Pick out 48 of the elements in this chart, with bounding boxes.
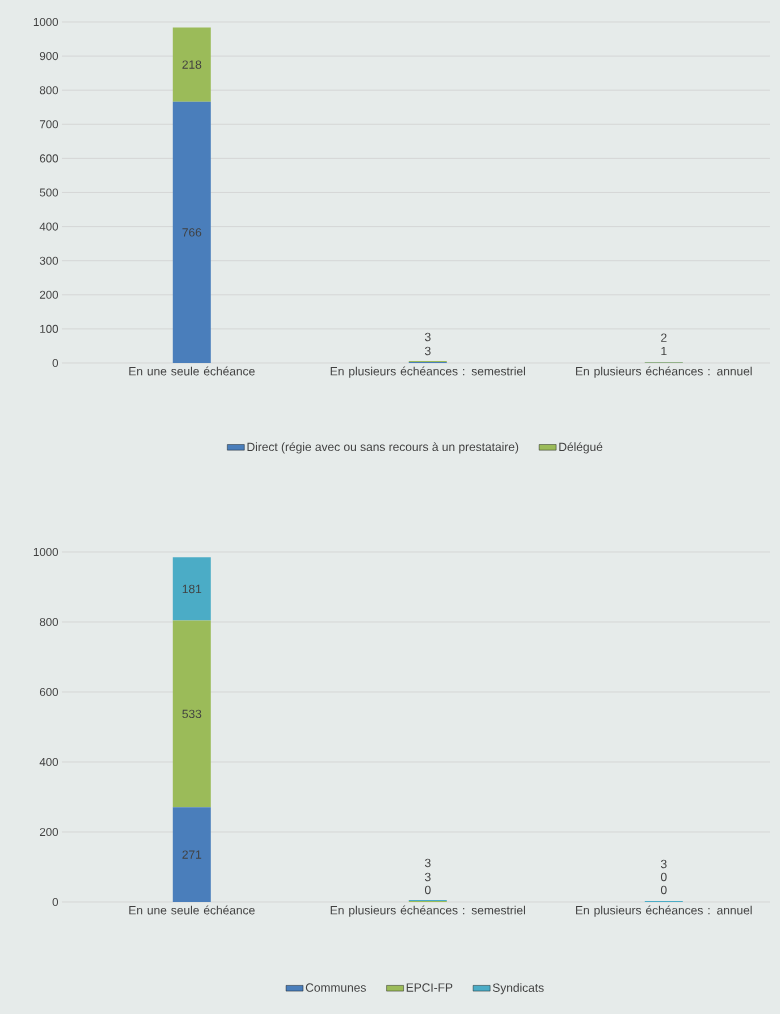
bar (172, 27, 211, 102)
legend-label: Communes (305, 983, 366, 992)
data-label: 218 (182, 60, 202, 69)
bar (172, 557, 211, 621)
data-label: 0 (424, 885, 431, 895)
x-tick-label: En plusieurs échéances : semestriel (330, 905, 525, 917)
data-label: 0 (660, 885, 667, 895)
data-label: 1 (661, 346, 667, 356)
data-label: 766 (182, 228, 202, 237)
legend-label: EPCI-FP (406, 983, 453, 992)
bar (172, 807, 211, 902)
data-label: 2 (661, 333, 667, 342)
x-tick-label: En plusieurs échéances : semestriel (330, 366, 525, 378)
data-label: 533 (182, 709, 202, 719)
y-tick-label: 400 (39, 222, 59, 231)
y-tick-label: 200 (39, 290, 59, 299)
data-label: 3 (660, 859, 667, 869)
y-tick-label: 900 (39, 52, 59, 61)
data-label: 3 (424, 872, 431, 882)
legend-label: Direct (régie avec ou sans recours à un prestataire) (247, 442, 519, 454)
data-label: 181 (182, 584, 202, 594)
data-label: 3 (424, 858, 431, 868)
x-tick-label: En une seule échéance (129, 366, 255, 376)
x-tick-label: En une seule échéance (129, 905, 255, 915)
y-tick-label: 1000 (33, 17, 59, 27)
y-tick-label: 800 (39, 617, 59, 627)
y-tick-label: 0 (52, 358, 59, 368)
y-tick-label: 800 (39, 86, 59, 95)
y-tick-label: 400 (39, 757, 59, 767)
data-label: 271 (182, 850, 202, 859)
y-tick-label: 300 (39, 256, 59, 265)
y-tick-label: 1000 (33, 547, 59, 557)
y-tick-label: 700 (39, 120, 59, 129)
bar (172, 620, 211, 808)
data-label: 3 (424, 332, 431, 342)
y-tick-label: 500 (39, 188, 59, 197)
legend-label: Syndicats (492, 983, 544, 995)
data-label: 0 (660, 872, 667, 882)
y-tick-label: 0 (52, 897, 59, 907)
y-tick-label: 600 (39, 154, 59, 163)
x-tick-label: En plusieurs échéances : annuel (576, 366, 752, 378)
y-tick-label: 200 (39, 827, 59, 837)
y-tick-label: 600 (39, 687, 59, 697)
legend-label: Délégué (559, 442, 603, 454)
x-tick-label: En plusieurs échéances : annuel (576, 905, 752, 917)
data-label: 3 (424, 346, 431, 356)
bar (172, 101, 211, 363)
y-tick-label: 100 (40, 324, 59, 333)
